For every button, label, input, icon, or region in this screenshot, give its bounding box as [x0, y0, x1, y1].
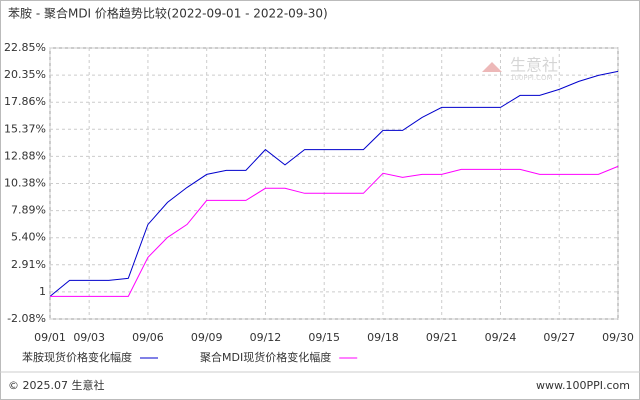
- x-tick-label: 09/06: [132, 331, 164, 344]
- y-tick-label: 17.86%: [4, 95, 46, 108]
- y-tick-label: 2.91%: [11, 258, 46, 271]
- y-tick-label: 1: [39, 285, 46, 298]
- x-tick-label: 09/27: [543, 331, 575, 344]
- x-tick-label: 09/15: [308, 331, 340, 344]
- x-tick-label: 09/30: [602, 331, 634, 344]
- footer-left: © 2025.07 生意社: [8, 378, 104, 392]
- chart-title: 苯胺 - 聚合MDI 价格趋势比较(2022-09-01 - 2022-09-3…: [8, 6, 328, 21]
- y-tick-label: 12.88%: [4, 149, 46, 162]
- watermark-icon: [482, 62, 502, 72]
- legend-label: 苯胺现货价格变化幅度: [22, 350, 132, 364]
- watermark: 生意社 100PPI.COM: [482, 56, 558, 82]
- x-tick-label: 09/09: [191, 331, 223, 344]
- x-tick-label: 09/18: [367, 331, 399, 344]
- x-tick-label: 09/01: [34, 331, 66, 344]
- y-tick-label: 22.85%: [4, 41, 46, 54]
- y-tick-label: 7.89%: [11, 204, 46, 217]
- watermark-sub: 100PPI.COM: [510, 74, 553, 82]
- series-line: [50, 165, 619, 297]
- watermark-text: 生意社: [510, 56, 558, 75]
- y-tick-label: 5.40%: [11, 231, 46, 244]
- y-tick-label: -2.08%: [7, 312, 46, 325]
- x-tick-label: 09/24: [485, 331, 517, 344]
- y-tick-label: 15.37%: [4, 122, 46, 135]
- y-tick-label: 10.38%: [4, 177, 46, 190]
- x-tick-label: 09/03: [73, 331, 105, 344]
- x-tick-label: 09/12: [250, 331, 282, 344]
- footer-right: www.100PPI.com: [536, 379, 630, 392]
- series-line: [49, 70, 619, 297]
- y-tick-label: 20.35%: [4, 68, 46, 81]
- legend-label: 聚合MDI现货价格变化幅度: [200, 350, 331, 364]
- x-tick-label: 09/21: [426, 331, 458, 344]
